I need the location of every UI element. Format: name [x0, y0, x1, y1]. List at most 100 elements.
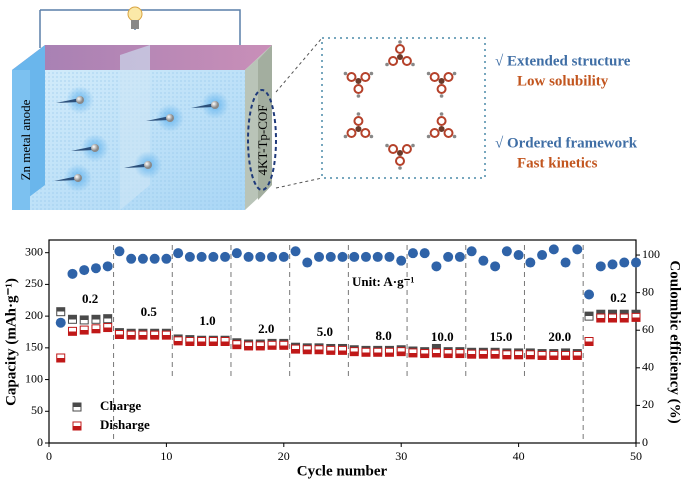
cof-atom	[411, 143, 415, 148]
capacity-point	[514, 350, 524, 360]
capacity-point	[361, 347, 371, 357]
ce-point	[560, 257, 571, 268]
cof-atom	[369, 134, 374, 139]
cof-core	[397, 150, 403, 156]
capacity-point	[185, 337, 195, 346]
cof-atom	[385, 143, 389, 148]
cof-ring	[353, 84, 364, 94]
y-tick-label: 250	[25, 276, 43, 290]
y-tick-label: 100	[25, 371, 43, 385]
feature-subtitle: Fast kinetics	[517, 155, 598, 171]
capacity-point	[79, 315, 89, 325]
ce-point	[126, 253, 137, 264]
ion	[76, 96, 84, 104]
x-tick-label: 30	[395, 449, 407, 463]
cof-ring	[401, 56, 412, 66]
cof-ring	[436, 84, 447, 94]
ce-point	[90, 263, 101, 274]
ce-point	[396, 255, 407, 266]
cof-atom	[343, 71, 348, 76]
rate-label: 1.0	[199, 313, 215, 328]
capacity-point	[267, 340, 277, 350]
plot-frame	[48, 239, 637, 444]
ce-point	[431, 261, 442, 272]
capacity-point	[279, 340, 289, 350]
capacity-point	[126, 330, 136, 340]
x-tick-label: 10	[160, 449, 172, 463]
cof-atom	[452, 71, 457, 76]
ion-trail	[56, 98, 80, 103]
ce-point	[478, 255, 489, 266]
ion	[91, 144, 99, 152]
feature-subtitle: Low solubility	[517, 73, 609, 89]
capacity-point	[619, 313, 629, 323]
ion	[166, 114, 174, 122]
rate-label: 0.5	[141, 304, 158, 319]
capacity-point	[67, 314, 77, 324]
legend-label: Charge	[100, 398, 141, 413]
capacity-point	[161, 330, 171, 340]
rate-label: 5.0	[317, 324, 333, 339]
ce-point	[384, 251, 395, 262]
capacity-point	[291, 344, 301, 354]
ce-point	[513, 250, 524, 261]
ion-trail	[146, 116, 170, 121]
cof-ring	[353, 116, 364, 126]
capacity-point	[431, 348, 441, 358]
ce-point	[137, 253, 148, 264]
ce-point	[114, 246, 125, 257]
ce-point	[290, 246, 301, 257]
cof-label: 4KT-Tp-COF	[255, 104, 270, 175]
x-axis-label: Cycle number	[297, 463, 388, 479]
cof-ring	[429, 72, 440, 82]
ce-point	[267, 251, 278, 262]
capacity-point	[244, 341, 254, 351]
capacity-point	[208, 337, 218, 346]
y2-tick-label: 20	[642, 397, 654, 411]
ce-point	[584, 289, 595, 300]
cof-core	[355, 78, 362, 84]
capacity-point	[255, 341, 265, 351]
y2-axis-label: Coulombic efficiency (%)	[667, 260, 683, 423]
ce-point	[231, 248, 242, 259]
y2-tick-label: 100	[642, 247, 660, 261]
y-tick-label: 50	[31, 403, 43, 417]
x-tick-label: 40	[513, 449, 525, 463]
ce-point	[372, 251, 383, 262]
ion-trail	[191, 103, 215, 108]
cof-ring	[360, 128, 371, 138]
ce-point	[548, 244, 559, 255]
capacity-point	[455, 349, 465, 359]
capacity-point	[373, 347, 383, 357]
ce-point	[407, 248, 418, 259]
capacity-point	[338, 345, 347, 355]
ce-point	[631, 257, 641, 268]
cof-ring	[429, 128, 440, 138]
ce-point	[501, 246, 512, 257]
ce-point	[161, 253, 172, 264]
ce-point	[196, 251, 207, 262]
ce-point	[337, 251, 348, 262]
y-tick-label: 300	[25, 244, 43, 258]
capacity-point	[197, 337, 207, 346]
capacity-point	[326, 345, 336, 355]
feature-title: √ Extended structure	[495, 53, 631, 69]
capacity-point	[549, 350, 559, 360]
rate-label: 15.0	[490, 329, 513, 344]
cof-atom	[343, 134, 348, 139]
cof-atom	[398, 40, 402, 44]
capacity-point	[56, 307, 66, 317]
chart: Capacity (mAh·g⁻¹) Coulombic efficiency …	[3, 239, 683, 479]
capacity-point	[91, 324, 101, 334]
capacity-point	[150, 330, 160, 340]
rate-label: 10.0	[431, 329, 454, 344]
ce-point	[55, 317, 66, 328]
capacity-point	[467, 349, 477, 359]
cof-atom	[369, 71, 374, 76]
capacity-point	[103, 314, 113, 324]
ion-trail	[54, 176, 78, 181]
capacity-point	[91, 314, 101, 324]
y-axis-label: Capacity (mAh·g⁻¹)	[3, 278, 19, 406]
ce-point	[220, 251, 231, 262]
